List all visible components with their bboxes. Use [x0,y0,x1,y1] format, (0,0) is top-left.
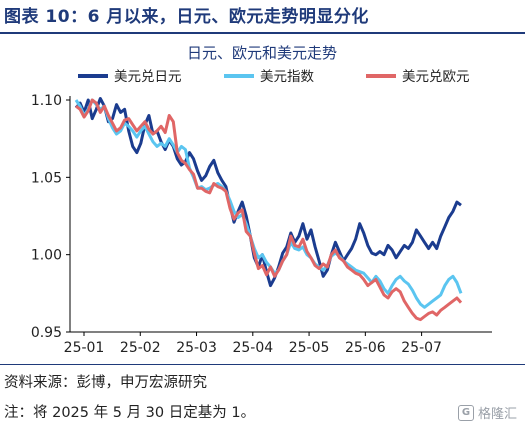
series-line-0 [74,97,462,288]
axes: 0.95 1.00 1.05 1.10 25-01 25-02 25-03 25-04 25-0… [31,93,492,356]
figure-title: 图表 10：6 月以来，日元、欧元走势明显分化 [4,7,369,27]
line-chart: 日元、欧元和美元走势 美元兑日元 美元指数 美元兑欧元 0.95 1.00 1.05 1.… [31,44,492,356]
x-tick-label: 25-02 [120,340,161,356]
y-tick-label: 1.00 [31,248,62,264]
series-line-2 [75,98,463,322]
x-tick-label: 25-06 [345,340,386,356]
bottom-rule [0,364,525,365]
y-tick-label: 0.95 [31,325,62,341]
series-group [74,97,463,322]
x-tick-label: 25-01 [64,340,105,356]
x-tick-label: 25-07 [401,340,442,356]
base-note: 注：将 2025 年 5 月 30 日定基为 1。 [4,405,256,421]
watermark-text: 格隆汇 [477,407,517,422]
y-tick-label: 1.10 [31,93,62,109]
legend-label-1: 美元指数 [260,69,314,85]
title-rule [0,32,525,34]
source-note: 资料来源：彭博，申万宏源研究 [4,375,207,391]
chart-container: 日元、欧元和美元走势 美元兑日元 美元指数 美元兑欧元 0.95 1.00 1.05 1.… [0,34,525,364]
chart-title: 日元、欧元和美元走势 [187,44,337,62]
series-line-1 [74,98,463,309]
legend: 美元兑日元 美元指数 美元兑欧元 [78,69,470,85]
y-tick-label: 1.05 [31,170,62,186]
watermark: G 格隆汇 [457,403,517,422]
legend-label-0: 美元兑日元 [114,69,182,85]
watermark-logo-icon: G [457,404,474,421]
x-tick-label: 25-04 [232,340,273,356]
x-tick-label: 25-05 [289,340,330,356]
x-tick-label: 25-03 [176,340,217,356]
legend-label-2: 美元兑欧元 [402,69,470,85]
